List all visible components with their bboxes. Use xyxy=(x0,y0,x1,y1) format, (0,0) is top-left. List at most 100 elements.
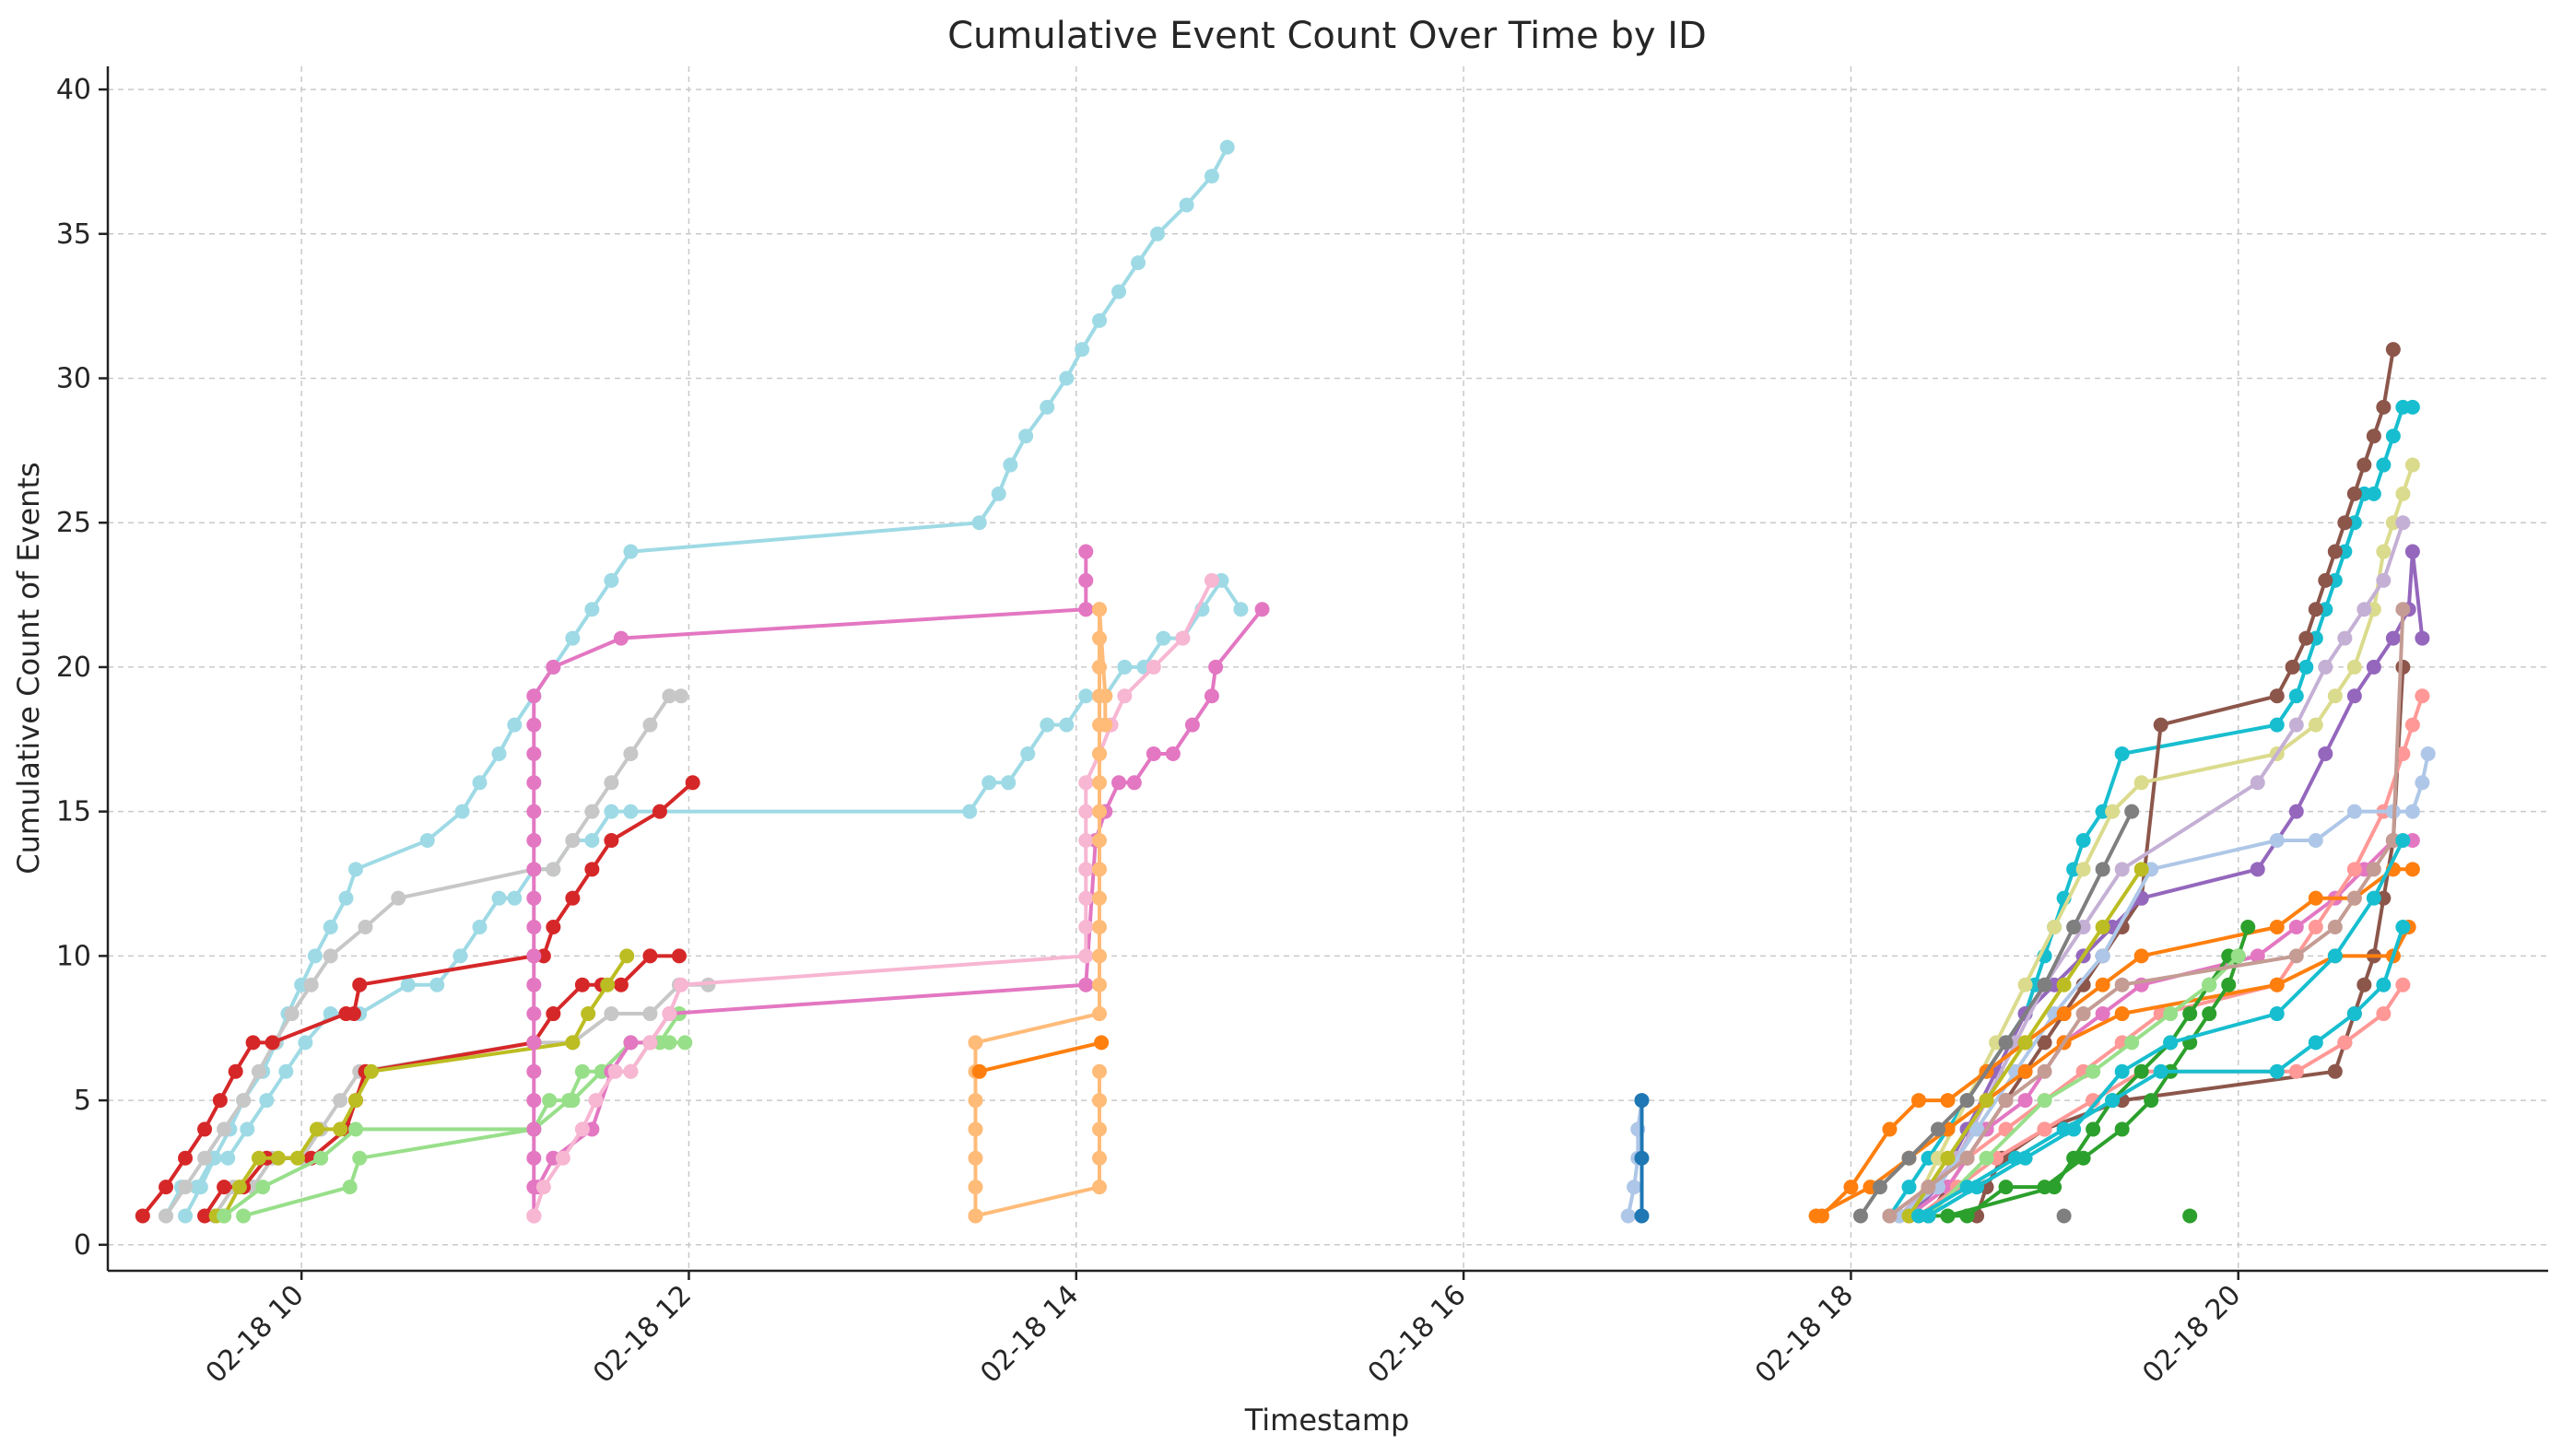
data-point xyxy=(2346,804,2362,819)
data-point xyxy=(652,804,667,819)
data-point xyxy=(1131,255,1146,271)
data-point xyxy=(2066,920,2082,935)
data-point xyxy=(2114,862,2130,877)
data-point xyxy=(197,1150,213,1166)
data-point xyxy=(2327,544,2343,559)
data-point xyxy=(1111,284,1127,299)
data-point xyxy=(236,1093,252,1109)
data-point xyxy=(2415,688,2430,704)
y-tick-label: 30 xyxy=(56,363,91,395)
data-point xyxy=(623,746,639,761)
data-point xyxy=(2163,1035,2179,1051)
data-point xyxy=(642,717,658,733)
data-point xyxy=(968,1150,983,1166)
data-point xyxy=(642,1006,658,1022)
data-point xyxy=(2095,948,2110,964)
data-point xyxy=(2182,1208,2198,1224)
data-point xyxy=(1175,630,1191,646)
data-point xyxy=(674,688,689,704)
data-point xyxy=(472,775,488,791)
data-point xyxy=(1634,1093,1650,1109)
data-point xyxy=(1092,746,1108,761)
data-point xyxy=(1092,832,1108,848)
data-point xyxy=(178,1180,194,1195)
data-point xyxy=(323,920,338,935)
data-point xyxy=(526,1035,542,1051)
x-axis-label: Timestamp xyxy=(1244,1403,1410,1438)
data-point xyxy=(217,1121,232,1137)
x-tick-label: 02-18 10 xyxy=(200,1279,311,1390)
data-point xyxy=(2056,977,2072,992)
data-point xyxy=(1969,1180,1985,1195)
data-point xyxy=(2376,399,2392,415)
data-point xyxy=(178,1150,194,1166)
data-point xyxy=(2114,1063,2130,1079)
data-point xyxy=(1931,1121,1945,1137)
x-tick-label: 02-18 18 xyxy=(1749,1279,1860,1390)
data-point xyxy=(251,1150,266,1166)
data-point xyxy=(546,659,561,675)
series-line xyxy=(1858,809,2134,1218)
data-point xyxy=(197,1208,213,1224)
data-point xyxy=(1078,688,1094,704)
data-point xyxy=(2415,775,2430,791)
data-point xyxy=(2202,1006,2217,1022)
data-point xyxy=(313,1150,329,1166)
data-point xyxy=(623,544,639,559)
data-point xyxy=(1094,1035,1110,1051)
y-tick-label: 25 xyxy=(56,507,91,539)
data-point xyxy=(2308,890,2323,906)
data-point xyxy=(2346,688,2362,704)
data-point xyxy=(1078,890,1094,906)
data-point xyxy=(491,890,507,906)
data-point xyxy=(2404,862,2420,877)
data-point xyxy=(2056,1208,2072,1224)
data-point xyxy=(1098,717,1113,733)
data-point xyxy=(604,804,619,819)
data-point xyxy=(259,1093,275,1109)
data-point xyxy=(623,804,639,819)
series-line xyxy=(1926,839,2405,1218)
data-point xyxy=(2298,630,2314,646)
data-point xyxy=(526,1006,542,1022)
data-point xyxy=(2395,486,2411,501)
data-point xyxy=(1901,1180,1917,1195)
data-point xyxy=(270,1150,286,1166)
data-point xyxy=(2376,977,2392,992)
data-point xyxy=(1092,920,1108,935)
data-point xyxy=(507,890,523,906)
data-point xyxy=(2086,1063,2101,1079)
data-point xyxy=(1910,1093,1926,1109)
data-point xyxy=(2404,457,2420,473)
data-point xyxy=(2356,602,2372,617)
data-point xyxy=(1204,688,1219,704)
data-point xyxy=(526,804,542,819)
data-point xyxy=(1882,1208,1898,1224)
data-point xyxy=(419,832,435,848)
data-point xyxy=(178,1208,194,1224)
data-point xyxy=(2037,1093,2052,1109)
data-point xyxy=(1092,804,1108,819)
data-point xyxy=(662,688,677,704)
data-point xyxy=(968,1180,983,1195)
data-point xyxy=(1078,920,1094,935)
data-point xyxy=(526,948,542,964)
data-point xyxy=(1040,717,1055,733)
data-point xyxy=(1940,1093,1956,1109)
data-point xyxy=(2308,920,2323,935)
data-point xyxy=(2376,544,2392,559)
data-point xyxy=(2202,977,2217,992)
series-line xyxy=(532,578,1214,1218)
data-point xyxy=(2017,1093,2033,1109)
data-point xyxy=(323,948,338,964)
data-point xyxy=(1634,1208,1650,1224)
data-point xyxy=(2250,862,2265,877)
series-31 xyxy=(2056,1208,2072,1224)
data-point xyxy=(2376,1006,2392,1022)
data-point xyxy=(2095,977,2110,992)
data-point xyxy=(1940,1208,1956,1224)
data-point xyxy=(674,977,689,992)
data-point xyxy=(338,890,354,906)
data-point xyxy=(284,1006,300,1022)
data-point xyxy=(1078,602,1094,617)
